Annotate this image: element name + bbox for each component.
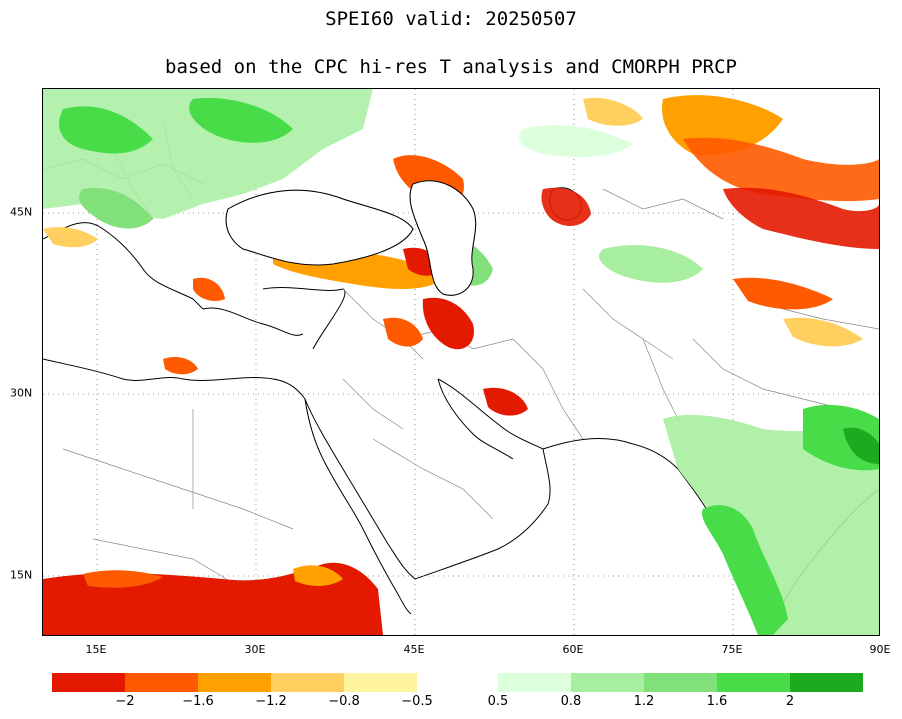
colorbar-wet-label: 1.6 <box>706 694 728 709</box>
map-title: SPEI60 valid: 20250507 <box>325 8 577 30</box>
wet-anomaly-regions <box>43 89 879 635</box>
colorbar-wet-label: 2 <box>785 694 795 709</box>
colorbar-dry-label: −0.5 <box>401 694 433 709</box>
colorbar-wet-label: 0.8 <box>560 694 582 709</box>
colorbar-wet-label: 0.5 <box>487 694 509 709</box>
colorbar-dry-box <box>271 673 344 692</box>
colorbar-wet-box <box>717 673 790 692</box>
spei-map <box>42 88 880 636</box>
colorbar-dry-box <box>344 673 417 692</box>
colorbar-wet-box <box>498 673 571 692</box>
lon-label-45e: 45E <box>403 643 425 656</box>
lon-label-75e: 75E <box>721 643 743 656</box>
map-canvas <box>43 89 879 635</box>
colorbar-dry-label: −2 <box>115 694 135 709</box>
lon-label-15e: 15E <box>85 643 107 656</box>
colorbar-dry-box <box>52 673 125 692</box>
lat-label-15n: 15N <box>10 568 33 582</box>
coastlines-overlay <box>225 180 477 296</box>
lon-label-90e: 90E <box>869 643 891 656</box>
colorbar-wet-box <box>790 673 863 692</box>
colorbar-wet-label: 1.2 <box>633 694 655 709</box>
colorbar-dry-box <box>125 673 198 692</box>
colorbar-wet-box <box>644 673 717 692</box>
lon-label-60e: 60E <box>562 643 584 656</box>
colorbar-dry-box <box>198 673 271 692</box>
map-subtitle: based on the CPC hi-res T analysis and C… <box>165 56 737 78</box>
lat-label-30n: 30N <box>10 386 33 400</box>
colorbar-dry-label: −1.2 <box>255 694 287 709</box>
dry-anomaly-regions <box>43 95 879 635</box>
lon-label-30e: 30E <box>244 643 266 656</box>
lat-label-45n: 45N <box>10 205 33 219</box>
colorbar-dry-label: −1.6 <box>182 694 214 709</box>
colorbar-wet-box <box>571 673 644 692</box>
colorbar-dry-label: −0.8 <box>328 694 360 709</box>
